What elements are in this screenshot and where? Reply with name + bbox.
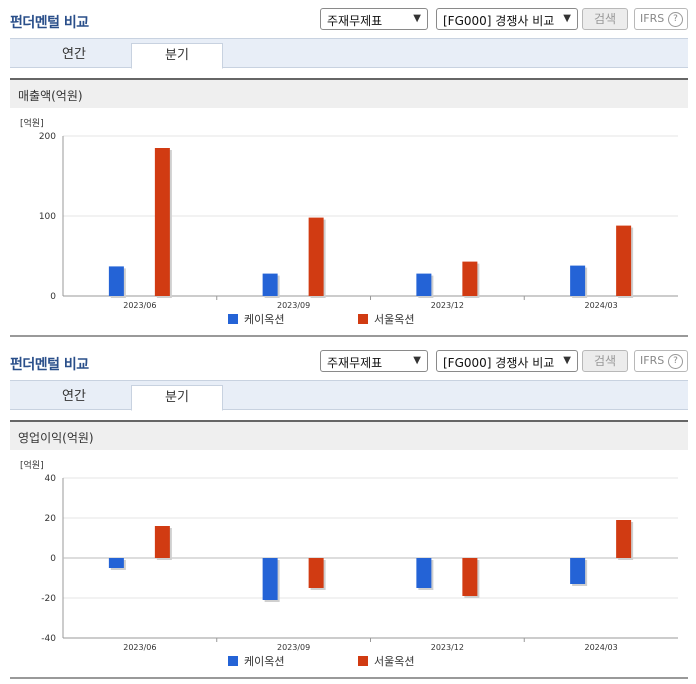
legend-label: 서울옥션	[374, 313, 414, 326]
divider	[10, 677, 688, 679]
period-tabs: 연간 분기	[10, 380, 688, 411]
y-tick-label: 40	[45, 474, 57, 484]
section-title: 매출액(억원)	[18, 89, 83, 103]
bar	[308, 558, 324, 588]
x-tick-label: 2023/06	[123, 301, 156, 310]
y-tick-label: 0	[50, 554, 56, 564]
bar	[616, 225, 632, 296]
legend-label: 서울옥션	[374, 655, 414, 668]
x-tick-label: 2024/03	[585, 643, 618, 652]
y-tick-label: 100	[39, 212, 56, 222]
x-tick-label: 2023/09	[277, 643, 310, 652]
question-icon: ?	[668, 12, 683, 27]
ifrs-label: IFRS	[640, 354, 665, 367]
statement-select-value: 주재무제표	[327, 14, 383, 28]
ifrs-label: IFRS	[640, 12, 665, 25]
chevron-down-icon: ▼	[413, 355, 421, 366]
bar	[570, 265, 586, 296]
statement-select[interactable]: 주재무제표 ▼	[320, 8, 428, 30]
tab-quarterly[interactable]: 분기	[131, 385, 223, 411]
compare-select[interactable]: [FG000] 경쟁사 비교 ▼	[436, 8, 578, 30]
operating-profit-chart: [억원] -40 -20 0 20 40 2023/06 2023/09 2023/12 2024…	[20, 459, 678, 668]
legend-swatch	[358, 656, 368, 666]
panel-revenue: 펀더멘털 비교 주재무제표 ▼ [FG000] 경쟁사 비교 ▼ 검색 IFRS…	[10, 8, 688, 337]
bar	[108, 266, 124, 296]
chevron-down-icon: ▼	[563, 355, 571, 366]
y-tick-label: 0	[50, 292, 56, 302]
bar	[262, 558, 278, 600]
legend-label: 케이옥션	[244, 313, 284, 326]
x-tick-label: 2023/09	[277, 301, 310, 310]
y-unit-label: [억원]	[20, 459, 44, 471]
y-tick-label: -40	[41, 634, 56, 644]
section-header: 영업이익(억원)	[10, 420, 688, 450]
legend-swatch	[228, 314, 238, 324]
bar	[570, 558, 586, 584]
period-tabs: 연간 분기	[10, 38, 688, 69]
search-button[interactable]: 검색	[582, 8, 628, 30]
x-tick-label: 2023/06	[123, 643, 156, 652]
question-icon: ?	[668, 354, 683, 369]
compare-select-value: [FG000] 경쟁사 비교	[443, 14, 555, 28]
legend-label: 케이옥션	[244, 655, 284, 668]
bar	[616, 520, 632, 558]
ifrs-help-button[interactable]: IFRS ?	[634, 8, 688, 30]
section-header: 매출액(억원)	[10, 78, 688, 108]
bar	[108, 558, 124, 568]
chevron-down-icon: ▼	[413, 13, 421, 24]
statement-select-value: 주재무제표	[327, 356, 383, 370]
bar	[462, 558, 478, 596]
compare-select-value: [FG000] 경쟁사 비교	[443, 356, 555, 370]
panel-operating-profit: 펀더멘털 비교 주재무제표 ▼ [FG000] 경쟁사 비교 ▼ 검색 IFRS…	[0, 342, 696, 684]
compare-select[interactable]: [FG000] 경쟁사 비교 ▼	[436, 350, 578, 372]
tab-annual[interactable]: 연간	[62, 47, 86, 62]
bar	[154, 148, 170, 296]
bar	[416, 558, 432, 588]
y-tick-label: -20	[41, 594, 56, 604]
panel-title: 펀더멘털 비교	[10, 357, 89, 373]
section-title: 영업이익(억원)	[18, 431, 94, 445]
search-button[interactable]: 검색	[582, 350, 628, 372]
bar	[262, 273, 278, 296]
legend-swatch	[358, 314, 368, 324]
y-unit-label: [억원]	[20, 117, 44, 129]
ifrs-help-button[interactable]: IFRS ?	[634, 350, 688, 372]
x-tick-label: 2023/12	[431, 643, 464, 652]
revenue-chart: [억원] 0 100 200 2023/06 2023/09 2023/12 2024/03 케…	[20, 117, 678, 326]
x-tick-label: 2024/03	[585, 301, 618, 310]
divider	[10, 335, 688, 337]
statement-select[interactable]: 주재무제표 ▼	[320, 350, 428, 372]
x-tick-label: 2023/12	[431, 301, 464, 310]
bar	[308, 217, 324, 296]
tab-annual[interactable]: 연간	[62, 389, 86, 404]
y-tick-label: 20	[45, 514, 57, 524]
y-tick-label: 200	[39, 132, 56, 142]
bar	[462, 261, 478, 296]
legend-swatch	[228, 656, 238, 666]
bar	[416, 273, 432, 296]
panel-title: 펀더멘털 비교	[10, 15, 89, 31]
chevron-down-icon: ▼	[563, 13, 571, 24]
bar	[154, 526, 170, 558]
tab-quarterly[interactable]: 분기	[131, 43, 223, 69]
